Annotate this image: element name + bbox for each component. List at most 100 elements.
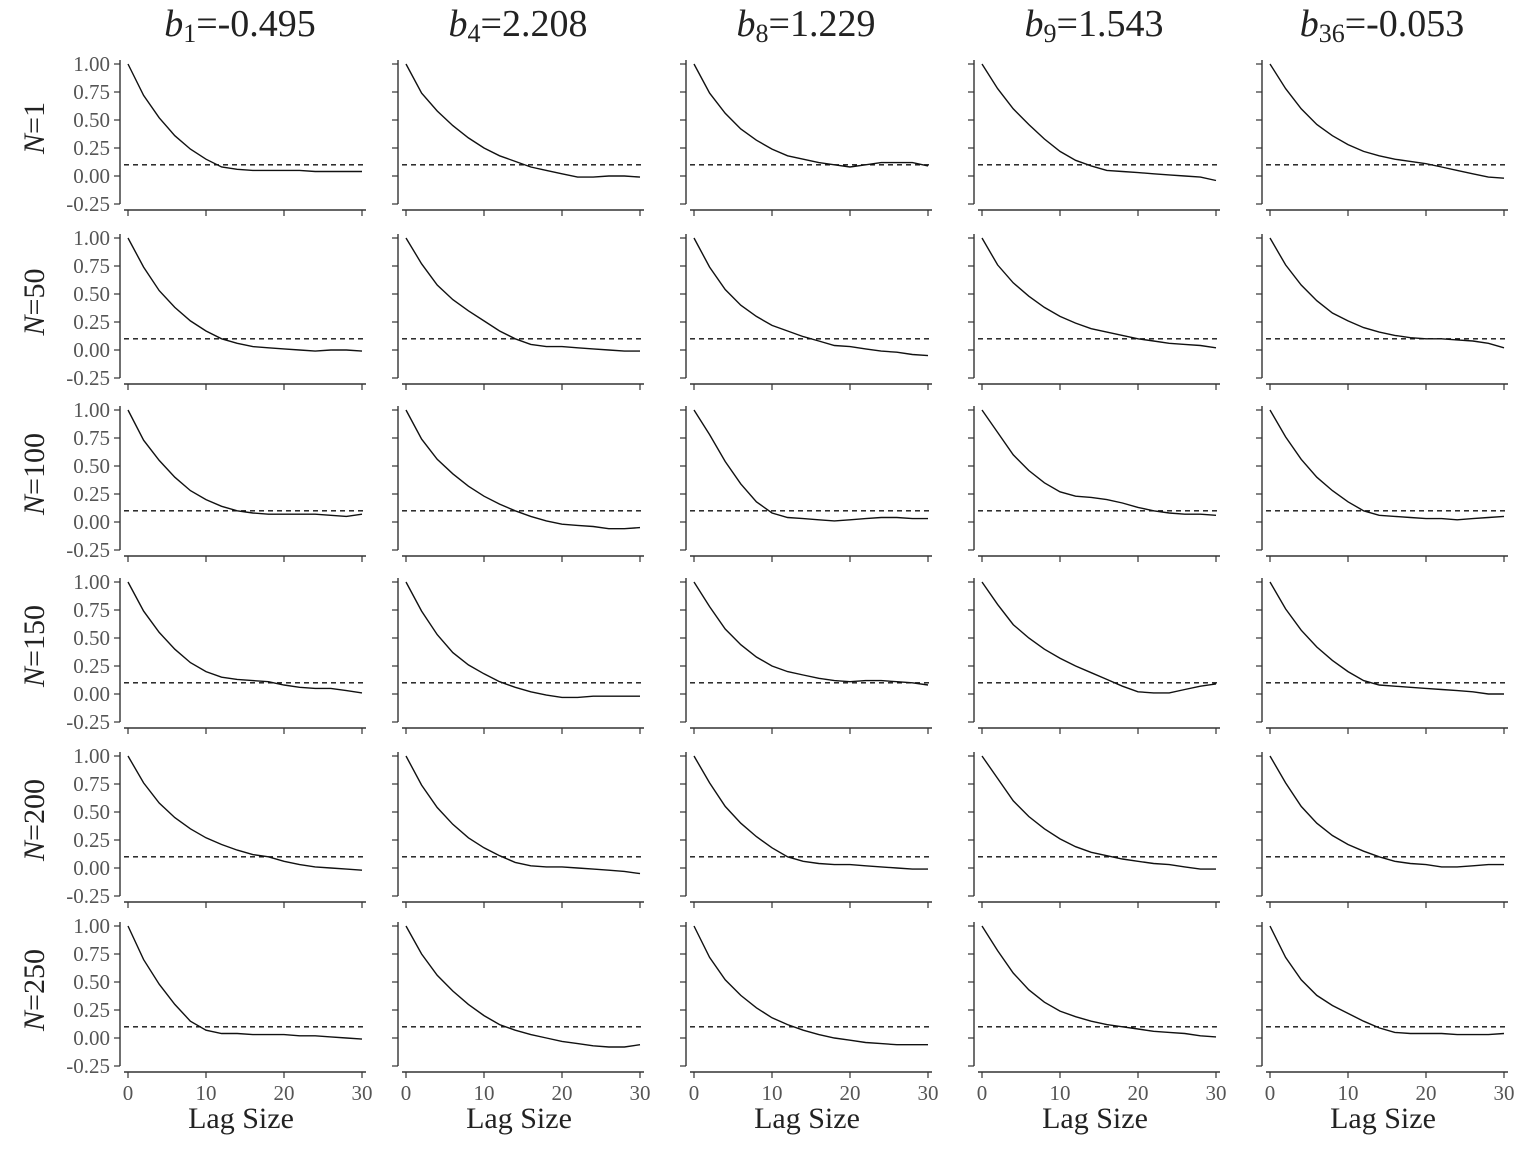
y-tick-label-r0-c0-3: 0.25 (73, 136, 110, 160)
acf-series-line-r4-c1 (405, 755, 641, 875)
y-tick-label-r0-c0-2: 0.50 (73, 108, 110, 132)
y-tick-label-r1-c0-4: 0.00 (73, 338, 110, 362)
x-tick-label-r5-c2-3: 30 (918, 1081, 939, 1105)
acf-series-line-r3-c3 (981, 581, 1217, 694)
y-tick-label-r5-c0-2: 0.50 (73, 970, 110, 994)
row-label-1: N=50 (18, 269, 51, 337)
y-tick-label-r1-c0-1: 0.75 (73, 254, 110, 278)
acf-series-line-r1-c1 (405, 237, 640, 352)
acf-series-line-r4-c4 (1269, 755, 1504, 868)
x-axis-label-0: Lag Size (188, 1102, 294, 1135)
y-tick-label-r0-c0-5: -0.25 (66, 192, 110, 216)
x-tick-label-r5-c2-0: 0 (689, 1081, 700, 1105)
acf-series-line-r1-c4 (1269, 237, 1505, 349)
x-axis-label-2: Lag Size (754, 1102, 860, 1135)
acf-series-line-r4-c0 (127, 755, 363, 871)
acf-series-line-r4-c2 (693, 755, 928, 870)
x-tick-label-r5-c3-2: 20 (1128, 1081, 1149, 1105)
acf-series-line-r2-c4 (1269, 409, 1505, 521)
acf-series-line-r0-c0 (127, 63, 362, 173)
row-label-2: N=100 (18, 433, 51, 516)
y-tick-label-r4-c0-5: -0.25 (66, 884, 110, 908)
y-tick-label-r5-c0-1: 0.75 (73, 942, 110, 966)
column-title-4: b36=-0.053 (1300, 3, 1465, 48)
x-tick-label-r5-c1-2: 20 (552, 1081, 573, 1105)
x-tick-label-r5-c0-3: 30 (352, 1081, 373, 1105)
acf-series-line-r5-c0 (127, 925, 363, 1040)
acf-series-line-r3-c1 (405, 581, 640, 699)
y-tick-label-r2-c0-3: 0.25 (73, 482, 110, 506)
x-tick-label-r5-c3-3: 30 (1206, 1081, 1227, 1105)
x-tick-label-r5-c1-1: 10 (474, 1081, 495, 1105)
acf-series-line-r3-c4 (1269, 581, 1504, 695)
x-tick-label-r5-c4-2: 20 (1416, 1081, 1437, 1105)
x-axis-label-3: Lag Size (1042, 1102, 1148, 1135)
y-tick-label-r1-c0-0: 1.00 (73, 226, 110, 250)
y-tick-label-r4-c0-0: 1.00 (73, 744, 110, 768)
column-title-0: b1=-0.495 (164, 3, 316, 48)
row-label-3: N=150 (18, 605, 51, 688)
y-tick-label-r3-c0-5: -0.25 (66, 710, 110, 734)
x-tick-label-r5-c0-2: 20 (274, 1081, 295, 1105)
y-tick-label-r1-c0-5: -0.25 (66, 366, 110, 390)
y-tick-label-r2-c0-1: 0.75 (73, 426, 110, 450)
acf-series-line-r3-c2 (693, 581, 929, 686)
y-tick-label-r2-c0-0: 1.00 (73, 398, 110, 422)
y-tick-label-r3-c0-4: 0.00 (73, 682, 110, 706)
y-tick-label-r5-c0-0: 1.00 (73, 914, 110, 938)
y-tick-label-r4-c0-2: 0.50 (73, 800, 110, 824)
acf-series-line-r0-c1 (405, 63, 641, 178)
acf-series-line-r5-c2 (693, 925, 928, 1046)
acf-series-line-r1-c2 (693, 237, 929, 357)
row-label-5: N=250 (18, 949, 51, 1032)
x-tick-label-r5-c2-2: 20 (840, 1081, 861, 1105)
y-tick-label-r0-c0-4: 0.00 (73, 164, 110, 188)
acf-series-line-r0-c4 (1269, 63, 1505, 179)
y-tick-label-r4-c0-1: 0.75 (73, 772, 110, 796)
x-tick-label-r5-c0-0: 0 (123, 1081, 134, 1105)
column-title-1: b4=2.208 (449, 3, 588, 48)
y-tick-label-r2-c0-5: -0.25 (66, 538, 110, 562)
y-tick-label-r4-c0-3: 0.25 (73, 828, 110, 852)
row-label-4: N=200 (18, 779, 51, 862)
y-tick-label-r5-c0-5: -0.25 (66, 1054, 110, 1078)
column-title-2: b8=1.229 (737, 3, 876, 48)
y-tick-label-r3-c0-2: 0.50 (73, 626, 110, 650)
acf-series-line-r2-c3 (981, 409, 1217, 516)
y-tick-label-r2-c0-2: 0.50 (73, 454, 110, 478)
acf-series-line-r2-c1 (405, 409, 641, 530)
x-tick-label-r5-c4-3: 30 (1494, 1081, 1515, 1105)
acf-series-line-r3-c0 (127, 581, 363, 694)
acf-series-line-r5-c3 (981, 925, 1217, 1038)
y-tick-label-r0-c0-1: 0.75 (73, 80, 110, 104)
x-tick-label-r5-c3-0: 0 (977, 1081, 988, 1105)
x-tick-label-r5-c0-1: 10 (196, 1081, 217, 1105)
x-axis-label-4: Lag Size (1330, 1102, 1436, 1135)
x-tick-label-r5-c3-1: 10 (1050, 1081, 1071, 1105)
y-tick-label-r1-c0-3: 0.25 (73, 310, 110, 334)
x-tick-label-r5-c1-3: 30 (630, 1081, 651, 1105)
row-label-0: N=1 (18, 102, 51, 155)
y-tick-label-r3-c0-3: 0.25 (73, 654, 110, 678)
acf-series-line-r2-c2 (693, 409, 928, 522)
x-tick-label-r5-c4-0: 0 (1265, 1081, 1276, 1105)
y-tick-label-r5-c0-4: 0.00 (73, 1026, 110, 1050)
y-tick-label-r1-c0-2: 0.50 (73, 282, 110, 306)
y-tick-label-r4-c0-4: 0.00 (73, 856, 110, 880)
y-tick-label-r2-c0-4: 0.00 (73, 510, 110, 534)
acf-series-line-r1-c0 (127, 237, 363, 352)
column-title-3: b9=1.543 (1025, 3, 1164, 48)
acf-series-line-r4-c3 (981, 755, 1216, 870)
acf-series-line-r5-c4 (1269, 925, 1505, 1036)
acf-series-line-r1-c3 (981, 237, 1217, 349)
acf-series-line-r0-c3 (981, 63, 1217, 182)
y-tick-label-r5-c0-3: 0.25 (73, 998, 110, 1022)
y-tick-label-r3-c0-0: 1.00 (73, 570, 110, 594)
acf-series-line-r0-c2 (693, 63, 929, 168)
y-tick-label-r3-c0-1: 0.75 (73, 598, 110, 622)
x-tick-label-r5-c2-1: 10 (762, 1081, 783, 1105)
x-tick-label-r5-c1-0: 0 (401, 1081, 412, 1105)
acf-series-line-r5-c1 (405, 925, 641, 1048)
